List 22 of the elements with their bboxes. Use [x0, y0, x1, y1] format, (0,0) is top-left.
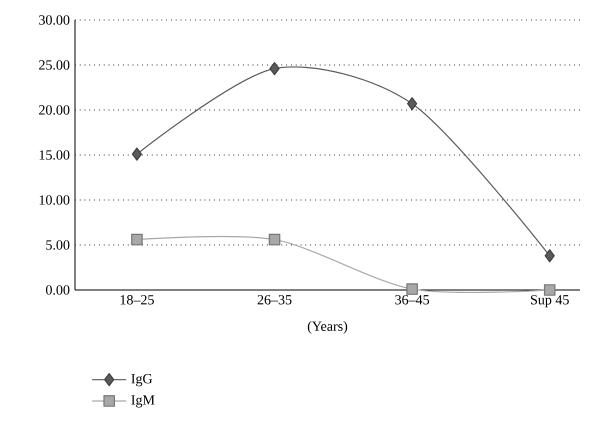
y-tick-label: 30.00 [39, 15, 70, 25]
y-tick-label: 25.00 [39, 60, 70, 70]
point [407, 97, 418, 110]
x-axis-title: (Years) [308, 321, 348, 334]
x-tick-label: 36–45 [395, 295, 430, 304]
x-tick-label: 18–25 [120, 295, 154, 304]
y-tick-label: 10.00 [40, 195, 70, 205]
point [544, 249, 555, 262]
y-tick-label: 5.00 [46, 240, 70, 250]
y-tick-label: 15.00 [40, 150, 70, 160]
point [132, 147, 142, 161]
point [544, 284, 556, 296]
point [406, 283, 418, 295]
y-tick-label: 0.00 [46, 285, 70, 295]
x-tick-label: 26–35 [258, 295, 292, 304]
legend-label: IgM [131, 395, 155, 408]
point [269, 62, 280, 76]
x-tick-label: Sup 45 [531, 295, 569, 308]
point [131, 234, 143, 246]
legend-label: IgG [131, 374, 152, 386]
y-tick-label: 20.00 [39, 105, 70, 115]
point [268, 234, 280, 246]
